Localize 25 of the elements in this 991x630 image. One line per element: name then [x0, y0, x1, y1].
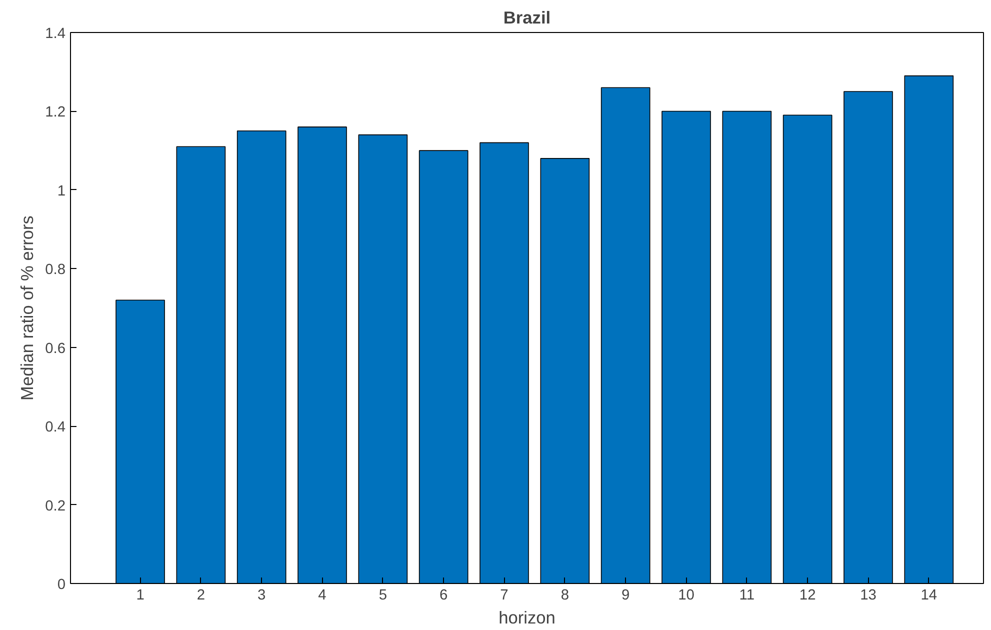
- x-tick-label: 3: [258, 588, 266, 604]
- x-tick-label: 11: [739, 588, 755, 604]
- y-tick-label: 1.4: [45, 26, 66, 42]
- y-tick-label: 0.8: [45, 262, 66, 278]
- x-tick-label: 14: [920, 588, 938, 604]
- x-tick-label: 9: [622, 588, 630, 604]
- x-tick-label: 4: [318, 588, 326, 604]
- y-axis-title: Median ratio of % errors: [17, 215, 38, 400]
- y-tick-label: 1.2: [45, 104, 66, 121]
- x-tick-label: 13: [860, 588, 876, 604]
- y-tick-label: 1: [57, 183, 66, 200]
- x-tick-label: 10: [678, 588, 694, 604]
- x-tick-label: 7: [500, 588, 508, 604]
- x-tick-label: 6: [440, 588, 448, 604]
- x-tick-label: 5: [378, 588, 388, 604]
- y-tick-label: 0: [57, 577, 66, 593]
- y-tick-label: 0.6: [45, 340, 66, 357]
- x-tick-label: 1: [136, 588, 144, 604]
- y-tick-label: 0.4: [45, 420, 66, 436]
- x-axis-title: horizon: [498, 608, 556, 628]
- y-tick-label: 0.2: [45, 498, 66, 514]
- chart-title: Brazil: [503, 8, 551, 28]
- x-tick-label: 12: [799, 588, 816, 604]
- x-tick-label: 8: [560, 588, 569, 604]
- x-tick-label: 2: [196, 588, 206, 604]
